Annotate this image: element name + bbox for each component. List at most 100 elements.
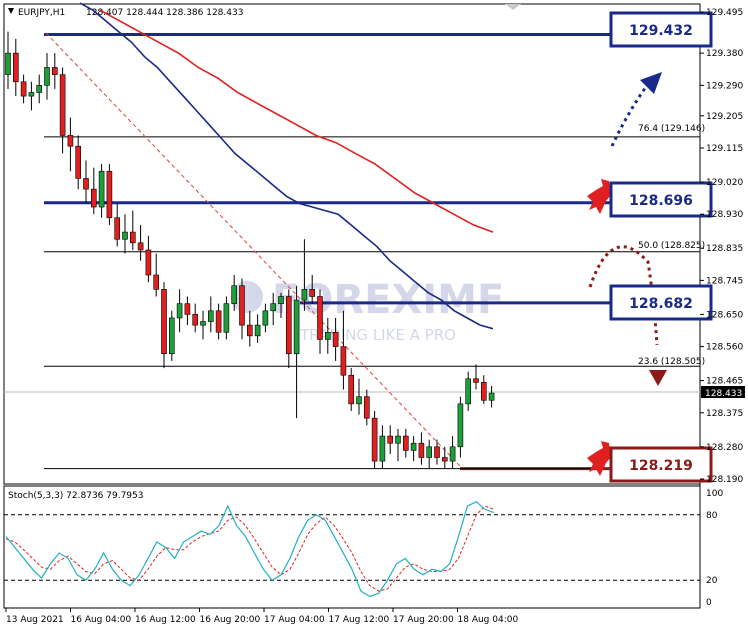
candle bbox=[83, 160, 89, 204]
current-price-text: 128.433 bbox=[705, 389, 742, 399]
candle bbox=[301, 239, 308, 311]
candle bbox=[130, 210, 136, 250]
candle-body bbox=[114, 217, 120, 240]
candle bbox=[324, 317, 331, 354]
candle-body bbox=[200, 321, 206, 326]
candle bbox=[262, 303, 269, 333]
candle-body bbox=[418, 442, 425, 458]
candle-body bbox=[332, 331, 339, 347]
price-tick-label: 129.205 bbox=[706, 112, 743, 122]
ma-slow-line bbox=[99, 9, 494, 233]
stoch-axis: 100 80 20 0 bbox=[706, 489, 723, 608]
candle bbox=[395, 428, 401, 462]
time-tick-label: 17 Aug 04:00 bbox=[264, 615, 325, 625]
price-tick-label: 129.290 bbox=[706, 81, 743, 91]
candle-body bbox=[262, 310, 269, 326]
candle bbox=[51, 53, 58, 89]
candle-body bbox=[488, 392, 495, 401]
price-box-3-text: 128.682 bbox=[629, 296, 693, 312]
candle bbox=[387, 425, 394, 454]
price-tick-label: 128.745 bbox=[706, 276, 743, 286]
candle bbox=[426, 439, 433, 469]
candle bbox=[418, 432, 425, 465]
candle bbox=[208, 296, 214, 333]
candle bbox=[239, 278, 245, 340]
candle-body bbox=[293, 299, 300, 355]
price-box-1-text: 129.432 bbox=[629, 23, 693, 39]
burst-icon-2 bbox=[587, 179, 611, 214]
candle bbox=[332, 317, 339, 361]
price-tick-label: 128.930 bbox=[706, 210, 743, 220]
candle-body bbox=[340, 346, 347, 376]
candle-body bbox=[379, 435, 386, 462]
candle-body bbox=[254, 324, 261, 337]
candle bbox=[5, 31, 11, 89]
fib76-label: 76.4 (129.146) bbox=[638, 124, 705, 134]
candle-body bbox=[184, 303, 191, 315]
candle-body bbox=[145, 249, 152, 276]
watermark-text: FOREXIMF bbox=[272, 277, 504, 323]
candle bbox=[317, 289, 323, 354]
candle bbox=[169, 310, 175, 361]
candle-body bbox=[231, 285, 237, 304]
up-arrow-icon bbox=[640, 72, 662, 94]
candle bbox=[161, 282, 167, 369]
price-tick-label: 128.835 bbox=[706, 244, 743, 254]
candle-body bbox=[176, 303, 183, 319]
candle-body bbox=[465, 378, 472, 405]
candle bbox=[106, 164, 113, 225]
candle-body bbox=[223, 303, 230, 333]
candle-body bbox=[457, 403, 464, 448]
time-tick-label: 18 Aug 04:00 bbox=[458, 615, 519, 625]
candle-body bbox=[130, 231, 136, 244]
candle-body bbox=[441, 457, 448, 462]
candle-body bbox=[106, 170, 113, 219]
candle-body bbox=[36, 85, 43, 93]
candle bbox=[457, 396, 464, 458]
candle-body bbox=[83, 178, 89, 190]
candle bbox=[200, 310, 206, 340]
candle bbox=[145, 235, 152, 283]
candle-body bbox=[44, 67, 50, 86]
price-tick-label: 128.465 bbox=[706, 377, 743, 387]
candle-body bbox=[324, 331, 331, 340]
candle-body bbox=[98, 170, 105, 208]
candle bbox=[410, 436, 417, 462]
stoch-frame bbox=[3, 485, 701, 609]
down-arrow-icon bbox=[649, 370, 667, 386]
candles bbox=[5, 31, 495, 469]
candle bbox=[340, 310, 347, 390]
candle bbox=[402, 428, 409, 458]
candle-body bbox=[20, 81, 27, 97]
candle-body bbox=[434, 446, 440, 458]
candle-body bbox=[449, 446, 456, 462]
price-axis: 129.495 129.380 129.290 129.205 129.115 129.0… bbox=[700, 8, 743, 485]
candle bbox=[247, 310, 253, 347]
candle bbox=[473, 364, 479, 390]
candle bbox=[28, 81, 35, 111]
candle bbox=[44, 53, 50, 100]
candle bbox=[480, 375, 487, 404]
price-box-4: 128.219 bbox=[587, 441, 713, 483]
candle-body bbox=[247, 324, 253, 337]
candle-body bbox=[91, 188, 97, 208]
stoch-levels bbox=[4, 514, 700, 581]
candle bbox=[122, 214, 128, 254]
price-tick-label: 128.560 bbox=[706, 343, 743, 353]
candle-body bbox=[270, 303, 277, 312]
candle-body bbox=[473, 378, 479, 383]
candle-body bbox=[480, 382, 487, 401]
candle-body bbox=[239, 285, 245, 326]
candle-body bbox=[192, 314, 198, 326]
scroll-shift-icon[interactable] bbox=[505, 4, 521, 10]
candle-body bbox=[153, 274, 159, 290]
candle bbox=[434, 439, 440, 465]
candle bbox=[176, 289, 183, 333]
candle-body bbox=[75, 145, 81, 179]
stoch-tick-label: 80 bbox=[706, 511, 718, 521]
candle bbox=[363, 389, 370, 426]
candle bbox=[371, 411, 378, 469]
candle bbox=[13, 38, 19, 97]
main-chart-frame bbox=[3, 3, 701, 485]
